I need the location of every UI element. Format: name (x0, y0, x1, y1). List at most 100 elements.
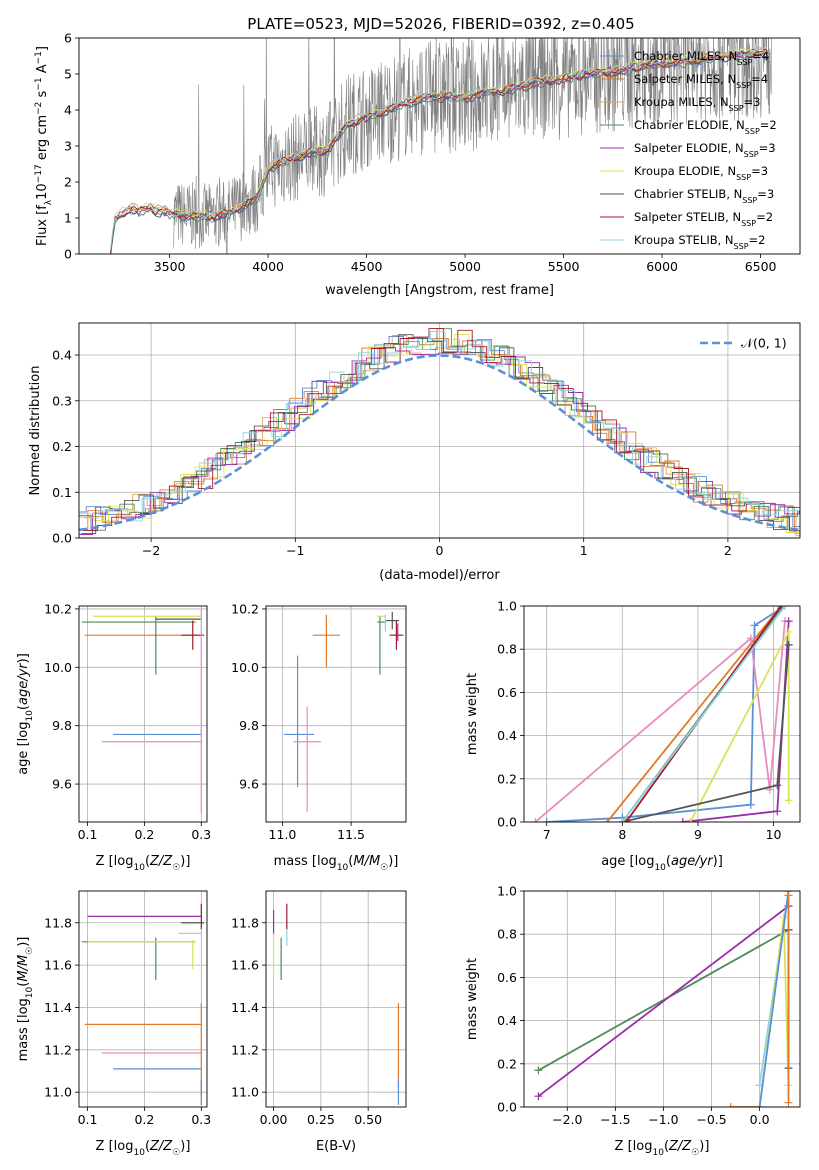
age_vs_Z-axes: 0.1 0.2 0.3 9.6 9.8 10.0 10.2 (44, 601, 211, 842)
data-point (385, 611, 400, 630)
mass-weight-marker (678, 818, 687, 822)
x-tick-label: 4500 (351, 259, 383, 274)
age_vs_mass-frame (265, 605, 407, 823)
y-tick-label: 11.8 (231, 915, 259, 930)
y-tick-label: 11.2 (231, 1042, 259, 1057)
y-tick-label: 0 (64, 247, 72, 262)
residual-histogram (79, 339, 800, 535)
y-tick-label: 0.0 (497, 815, 517, 830)
y-tick-label: 11.4 (231, 1000, 259, 1015)
residual-histograms (79, 328, 800, 537)
y-tick-label: 10.0 (44, 660, 72, 675)
x-tick-label: 3500 (154, 259, 186, 274)
mass-weight-marker (746, 800, 755, 809)
mass-weight-marker (777, 606, 786, 610)
mass-weight-marker (773, 781, 782, 790)
y-tick-label: 1.0 (497, 884, 517, 899)
y-tick-label: 0.8 (497, 927, 517, 942)
x-tick-label: 0.2 (134, 1112, 154, 1127)
x-tick-label: 6000 (646, 259, 678, 274)
mass-weight-marker (618, 818, 627, 822)
x-tick-label: 9 (694, 827, 702, 842)
x-tick-label: 0.00 (260, 1112, 288, 1127)
mass_weight_vs_age-xlabel: age [log10(age/yr)] (601, 854, 723, 873)
residual-histogram (79, 335, 800, 537)
y-tick-label: 9.6 (52, 777, 72, 792)
age_vs_mass-points (283, 611, 404, 812)
mass-weight-marker (780, 606, 789, 610)
y-tick-label: 11.6 (231, 958, 259, 973)
mass-weight-marker (784, 627, 793, 636)
x-tick-label: 6500 (745, 259, 777, 274)
mass-weight-line (621, 606, 786, 822)
x-tick-label: 1 (580, 543, 588, 558)
age_vs_mass-axes: 11.0 11.5 9.6 9.8 10.0 10.2 (231, 601, 406, 842)
y-tick-label: 0.4 (497, 728, 517, 743)
normal-legend-label: 𝒩(0, 1) (741, 336, 787, 351)
age_vs_Z-xlabel: Z [log10(Z/Z☉)] (96, 854, 191, 873)
spectrum-xlabel: wavelength [Angstrom, rest frame] (325, 283, 554, 298)
x-tick-label: 0.1 (78, 827, 98, 842)
y-tick-label: 3 (64, 139, 72, 154)
data-point (293, 706, 321, 812)
x-tick-label: −1.0 (648, 1112, 678, 1127)
x-tick-label: −1 (286, 543, 304, 558)
x-tick-label: −2 (142, 543, 160, 558)
age_vs_mass-xlabel: mass [log10(M/M☉)] (274, 854, 399, 873)
legend-label: Salpeter STELIB, NSSP=2 (634, 210, 773, 228)
mass_weight_vs_Z-ylabel: mass weight (465, 958, 480, 1040)
y-tick-label: 10.2 (231, 601, 259, 616)
x-tick-label: 0.3 (191, 1112, 211, 1127)
mass-weight-marker (784, 617, 793, 626)
mass_weight_vs_Z-lines (534, 891, 793, 1107)
x-tick-label: 4000 (252, 259, 284, 274)
residual-histogram (84, 331, 800, 522)
y-tick-label: 0.4 (52, 348, 72, 363)
y-tick-label: 5 (64, 67, 72, 82)
y-tick-label: 0.0 (497, 1100, 517, 1115)
y-tick-label: 11.0 (231, 1085, 259, 1100)
legend-label: Kroupa MILES, NSSP=3 (634, 95, 760, 113)
x-tick-label: 0.2 (134, 827, 154, 842)
y-tick-label: 11.6 (44, 958, 72, 973)
mass_vs_Z-frame (78, 890, 208, 1108)
mass-weight-marker (622, 818, 631, 822)
legend-label: Kroupa STELIB, NSSP=2 (634, 233, 765, 251)
mass-weight-marker (603, 818, 612, 822)
data-point (283, 655, 315, 787)
age_vs_Z-points (81, 608, 205, 814)
mass_weight_vs_Z-axes: −2.0 −1.5 −1.0 −0.5 0.0 0.0 0.2 0.4 0.6 0.8 1.0 (497, 884, 800, 1127)
data-point (312, 614, 341, 668)
mass-weight-marker (784, 1098, 793, 1107)
x-tick-label: 7 (543, 827, 551, 842)
normal-curve (79, 354, 800, 532)
mass_vs_Z-ylabel: mass [log10(M/M☉)] (16, 937, 35, 1062)
y-tick-label: 0.6 (497, 970, 517, 985)
y-tick-label: 0.8 (497, 642, 517, 657)
mass-weight-marker (779, 912, 788, 921)
y-tick-label: 4 (64, 103, 72, 118)
legend-label: Chabrier STELIB, NSSP=3 (634, 187, 774, 205)
y-tick-label: 0.2 (497, 771, 517, 786)
data-point (389, 620, 404, 650)
y-tick-label: 0.0 (52, 531, 72, 546)
mass_weight_vs_Z-frame (523, 890, 801, 1108)
age_vs_Z-ylabel: age [log10(age/yr)] (16, 653, 35, 775)
age_vs_Z-frame (78, 605, 208, 823)
y-tick-label: 0.6 (497, 685, 517, 700)
mass-weight-marker (755, 1103, 764, 1107)
x-tick-label: 5000 (449, 259, 481, 274)
x-tick-label: 0.50 (354, 1112, 382, 1127)
residual-histogram (81, 334, 800, 535)
mass-weight-marker (726, 1103, 735, 1107)
mass-weight-marker (531, 818, 540, 822)
legend-label: Salpeter MILES, NSSP=4 (634, 72, 768, 90)
x-tick-label: 11.0 (269, 827, 297, 842)
x-tick-label: 0.0 (750, 1112, 770, 1127)
mass_vs_Z-points (81, 903, 205, 1105)
mass-weight-marker (773, 807, 782, 816)
mass_vs_ebv-points (272, 903, 400, 1105)
x-tick-label: 0.25 (307, 1112, 335, 1127)
model-spectrum-line (110, 46, 771, 250)
y-tick-label: 9.6 (239, 777, 259, 792)
